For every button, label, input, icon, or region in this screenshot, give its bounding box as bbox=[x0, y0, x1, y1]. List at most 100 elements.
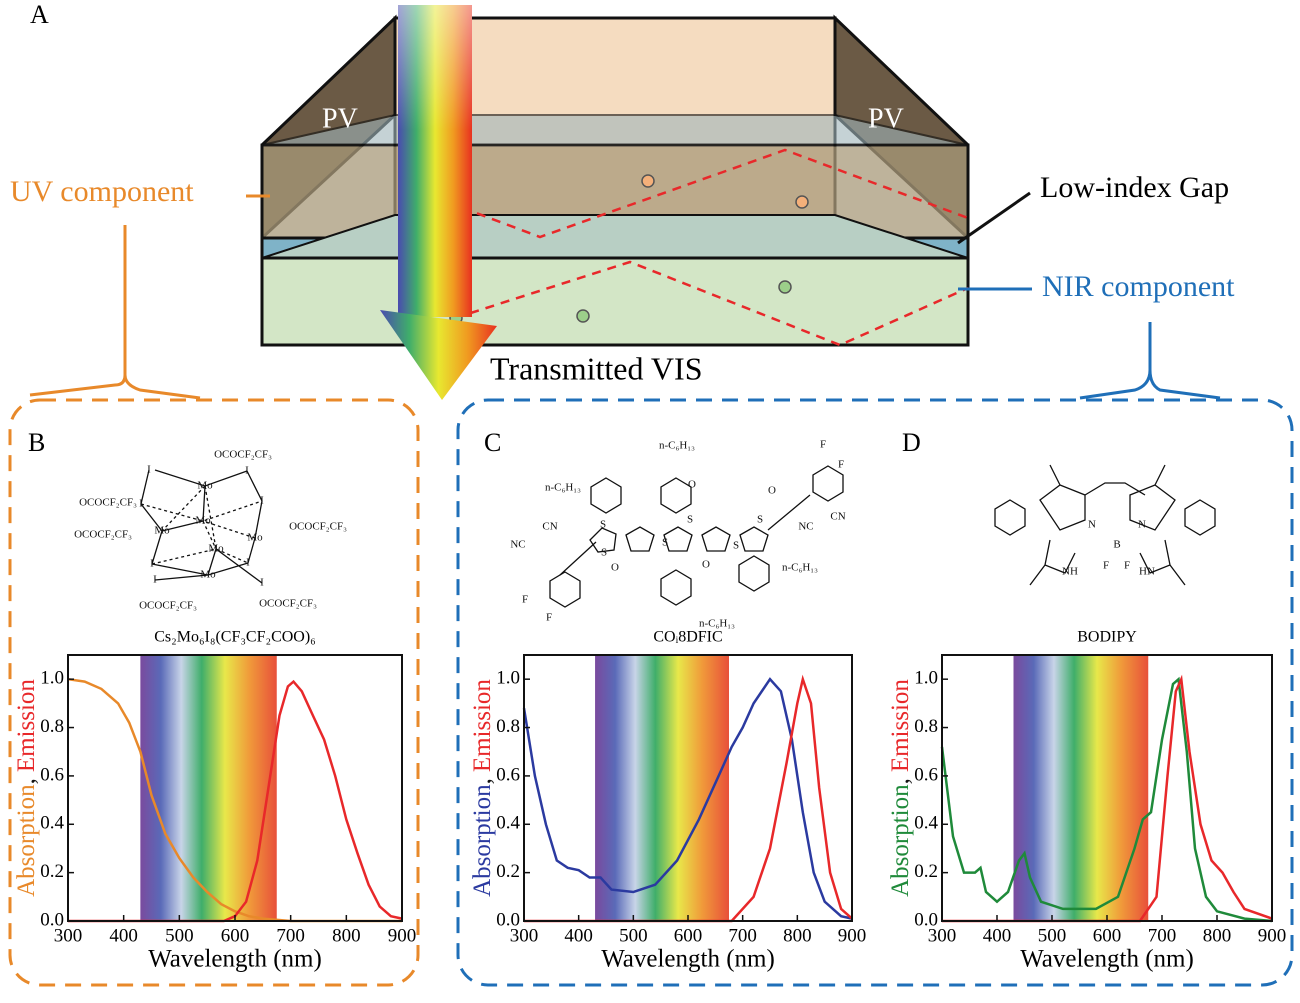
gap-label: Low-index Gap bbox=[1040, 171, 1229, 204]
c-backbone bbox=[559, 494, 811, 576]
x-tick-label: 500 bbox=[1038, 925, 1067, 946]
atom-label: I bbox=[150, 558, 154, 570]
atom-label: F bbox=[838, 459, 844, 471]
x-tick-label: 400 bbox=[983, 925, 1012, 946]
atom-label: O bbox=[688, 479, 696, 491]
atom-label: I bbox=[147, 464, 151, 476]
y-tick-label: 1.0 bbox=[496, 668, 520, 689]
y-tick-label: 1.0 bbox=[40, 668, 64, 689]
atom-label: O bbox=[702, 559, 710, 571]
atom-label: I bbox=[260, 495, 264, 507]
y-tick-label: 0.2 bbox=[496, 861, 520, 882]
x-tick-label: 700 bbox=[276, 925, 305, 946]
y-axis-label: Absorption, Emission bbox=[13, 679, 40, 897]
visible-band bbox=[1013, 655, 1149, 921]
visible-band bbox=[140, 655, 277, 921]
y-tick-label: 0.0 bbox=[914, 909, 938, 930]
spectrum-line bbox=[942, 674, 1273, 923]
atom-label: F bbox=[820, 439, 826, 451]
c-rings bbox=[549, 465, 844, 608]
atom-label: S bbox=[687, 514, 693, 526]
visible-band bbox=[595, 655, 729, 921]
x-tick-label: 600 bbox=[1093, 925, 1122, 946]
panel-label: A bbox=[30, 0, 49, 29]
x-tick-label: 900 bbox=[388, 925, 417, 946]
structure-name: Cs₂Mo₆I₈(CF₃CF₂COO)₆ bbox=[154, 629, 316, 646]
panel-label: D bbox=[902, 428, 921, 457]
y-axis-label: Absorption, Emission bbox=[887, 679, 914, 897]
y-tick-label: 0.8 bbox=[40, 716, 64, 737]
x-tick-label: 800 bbox=[1203, 925, 1232, 946]
uv-label: UV component bbox=[10, 175, 194, 208]
atom-label: CN bbox=[542, 521, 557, 533]
spectrum-line bbox=[522, 677, 853, 920]
atom-label: OCOCF₂CF₃ bbox=[289, 521, 347, 533]
atom-label: N bbox=[1138, 519, 1146, 531]
atom-label: I bbox=[260, 577, 264, 589]
atom-label: O bbox=[611, 562, 619, 574]
atom-label: n-C₆H₁₃ bbox=[545, 482, 581, 494]
y-tick-label: 0.2 bbox=[914, 861, 938, 882]
lower-layer bbox=[260, 256, 970, 347]
y-tick-label: 0.0 bbox=[40, 909, 64, 930]
atom-label: N bbox=[1088, 519, 1096, 531]
uv-path bbox=[446, 148, 969, 239]
y-axis-label-part: , bbox=[469, 778, 496, 784]
structure-name: BODIPY bbox=[1077, 629, 1137, 646]
panel-label: C bbox=[484, 428, 501, 457]
atom-label: Mo bbox=[195, 515, 211, 527]
x-tick-label: 800 bbox=[332, 925, 361, 946]
nir-box bbox=[456, 398, 1294, 987]
y-axis-label-part: , bbox=[887, 778, 914, 784]
structures bbox=[140, 464, 1216, 608]
atom-label: HN bbox=[1139, 566, 1155, 578]
x-tick-label: 300 bbox=[928, 925, 957, 946]
uv-bracket bbox=[29, 225, 201, 400]
atom-label: OCOCF₂CF₃ bbox=[74, 529, 132, 541]
atom-label: Mo bbox=[200, 569, 216, 581]
y-tick-label: 0.2 bbox=[40, 861, 64, 882]
atom-label: n-C₆H₁₃ bbox=[782, 562, 818, 574]
y-tick-label: 0.0 bbox=[496, 909, 520, 930]
panel-label: B bbox=[28, 428, 45, 457]
atom-label: F bbox=[546, 612, 552, 624]
structure-name: COᵢ8DFIC bbox=[653, 629, 722, 646]
atom-label: CN bbox=[830, 511, 845, 523]
light-arrow-shade bbox=[398, 5, 472, 317]
x-axis-label: Wavelength (nm) bbox=[1020, 946, 1194, 973]
atom-label: Mo bbox=[197, 480, 213, 492]
x-tick-label: 400 bbox=[109, 925, 138, 946]
atom-label: OCOCF₂CF₃ bbox=[139, 600, 197, 612]
x-tick-label: 700 bbox=[1148, 925, 1177, 946]
y-tick-label: 0.4 bbox=[496, 813, 520, 834]
atom-label: NC bbox=[798, 521, 813, 533]
d-rings bbox=[994, 464, 1216, 586]
y-tick-label: 0.4 bbox=[40, 813, 64, 834]
x-tick-label: 900 bbox=[838, 925, 867, 946]
x-axis-label: Wavelength (nm) bbox=[148, 946, 322, 973]
atom-label: n-C₆H₁₃ bbox=[699, 618, 735, 630]
x-tick-label: 600 bbox=[221, 925, 250, 946]
spectrum-line bbox=[67, 677, 402, 923]
atom-label: NH bbox=[1062, 566, 1078, 578]
atom-label: S bbox=[757, 514, 763, 526]
x-tick-label: 500 bbox=[619, 925, 648, 946]
spectrum-line bbox=[940, 676, 1273, 923]
pv-label: PV bbox=[322, 103, 358, 134]
y-tick-label: 0.8 bbox=[496, 716, 520, 737]
x-tick-label: 700 bbox=[728, 925, 757, 946]
x-axis-label: Wavelength (nm) bbox=[601, 946, 775, 973]
atom-label: F bbox=[1124, 560, 1130, 572]
x-tick-label: 800 bbox=[783, 925, 812, 946]
y-tick-label: 0.6 bbox=[914, 764, 938, 785]
x-tick-label: 900 bbox=[1258, 925, 1287, 946]
y-axis-label-part: Emission bbox=[887, 679, 914, 773]
y-tick-label: 0.4 bbox=[914, 813, 938, 834]
atom-label: O bbox=[768, 485, 776, 497]
atom-label: S bbox=[600, 519, 606, 531]
atom-label: F bbox=[522, 594, 528, 606]
atom-label: I bbox=[139, 498, 143, 510]
transmitted-label: Transmitted VIS bbox=[490, 350, 702, 386]
